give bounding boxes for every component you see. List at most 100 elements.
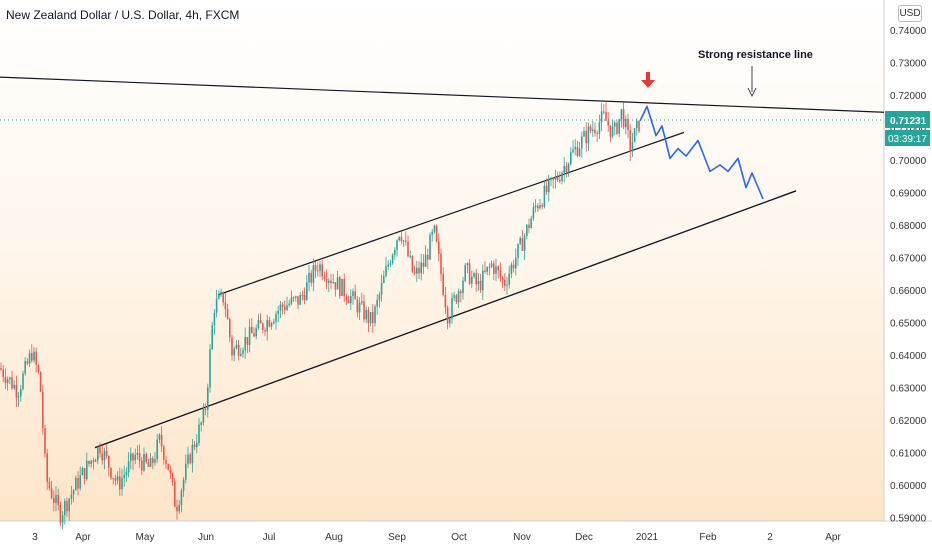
price-tick-label: 0.60000 — [890, 481, 927, 492]
time-tick-label: Nov — [513, 532, 531, 543]
candle-body — [530, 218, 532, 229]
candle-body — [343, 278, 345, 297]
candle-body — [462, 280, 464, 294]
candle-body — [548, 179, 550, 193]
candle-body — [237, 344, 240, 356]
candle-body — [123, 475, 125, 479]
candle-body — [446, 307, 449, 324]
candle-body — [273, 321, 275, 324]
candle-body — [633, 128, 636, 143]
candle-body — [290, 297, 293, 304]
candle-body — [455, 295, 458, 303]
candle-body — [374, 306, 376, 324]
candle-body — [174, 481, 176, 507]
time-tick-label: Feb — [699, 532, 717, 543]
candle-body — [75, 477, 77, 491]
candle-body — [422, 262, 425, 267]
candle-body — [92, 460, 95, 462]
candle-body — [277, 310, 279, 314]
candle-body — [493, 263, 495, 274]
candle-body — [251, 326, 253, 334]
candle-body — [330, 280, 332, 284]
candle-body — [235, 344, 238, 349]
chart-title: New Zealand Dollar / U.S. Dollar, 4h, FX… — [6, 8, 240, 22]
candle-body — [409, 255, 411, 257]
candle-body — [222, 291, 224, 303]
candle-body — [68, 498, 70, 512]
time-tick-label: Dec — [575, 532, 593, 543]
candle-body — [169, 469, 172, 474]
candle-body — [570, 152, 572, 164]
candle-body — [521, 237, 524, 251]
candle-body — [466, 263, 469, 266]
candle-body — [279, 304, 282, 311]
candle-body — [444, 294, 447, 308]
currency-button[interactable]: USD — [898, 5, 922, 22]
candle-body — [13, 384, 15, 389]
candle-body — [607, 120, 609, 126]
candle-body — [477, 280, 480, 285]
candle-body — [103, 450, 106, 461]
candle-body — [44, 428, 46, 454]
candle-body — [314, 265, 317, 271]
last-price-badge[interactable] — [885, 110, 930, 128]
candle-body — [365, 309, 367, 320]
candle-body — [561, 172, 563, 182]
candle-body — [339, 277, 341, 296]
candle-body — [350, 296, 352, 304]
candle-body — [39, 372, 42, 392]
candle-body — [266, 320, 268, 332]
candle-body — [616, 122, 618, 134]
candle-body — [295, 296, 297, 298]
candle-body — [229, 319, 231, 338]
candle-body — [86, 461, 88, 480]
candle-body — [587, 126, 590, 144]
candle-body — [97, 447, 99, 461]
candle-body — [211, 325, 213, 350]
candle-body — [297, 296, 299, 305]
candle-body — [130, 453, 132, 462]
candle-body — [497, 266, 499, 271]
candle-body — [380, 282, 383, 295]
candle-body — [163, 446, 165, 460]
candle-body — [79, 475, 81, 489]
candle-body — [361, 301, 363, 303]
candle-body — [209, 349, 211, 388]
time-tick-label: 2 — [767, 532, 773, 543]
candle-body — [464, 265, 466, 281]
candle-body — [46, 453, 48, 482]
candle-body — [554, 176, 557, 180]
candle-body — [138, 452, 141, 461]
candle-body — [636, 120, 638, 129]
candle-body — [457, 291, 460, 303]
time-tick-label: Sep — [388, 532, 406, 543]
annotation-label: Strong resistance line — [698, 49, 813, 61]
candle-body — [528, 224, 530, 229]
candle-body — [284, 306, 286, 311]
candle-body — [66, 500, 68, 512]
candle-body — [257, 320, 260, 329]
candle-body — [449, 318, 451, 324]
candle-body — [519, 237, 521, 244]
candle-body — [299, 294, 301, 305]
candle-body — [510, 264, 513, 274]
candle-body — [286, 305, 288, 311]
candle-body — [94, 460, 97, 462]
candle-body — [59, 504, 62, 523]
candle-body — [226, 309, 229, 320]
candle-body — [336, 277, 339, 290]
candle-body — [17, 396, 20, 398]
candle-body — [83, 468, 86, 480]
candle-body — [512, 264, 515, 269]
candle-body — [471, 276, 473, 284]
candle-body — [369, 312, 372, 324]
candle-body — [402, 240, 405, 242]
candle-body — [345, 296, 348, 301]
down-arrow-icon — [641, 80, 655, 88]
candle-body — [255, 328, 257, 337]
candle-body — [572, 149, 574, 153]
candle-body — [506, 284, 508, 286]
candle-body — [196, 443, 198, 448]
candle-body — [435, 225, 438, 242]
